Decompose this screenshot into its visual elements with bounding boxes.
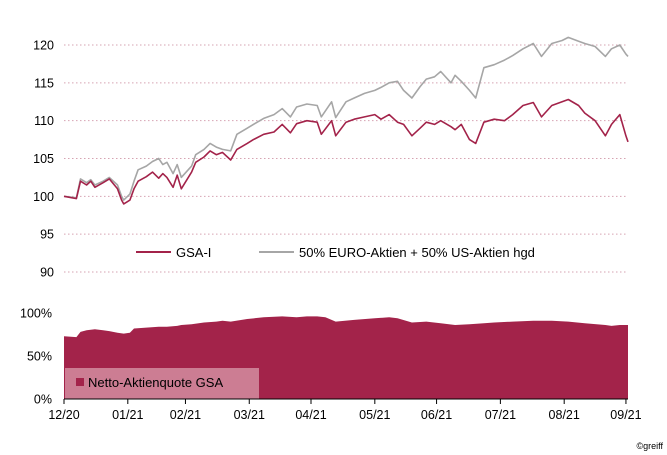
y-tick-100: 100 <box>33 190 54 204</box>
legend-box <box>65 368 259 399</box>
top-gridlines <box>64 44 628 273</box>
y-tick-110: 110 <box>34 114 54 128</box>
y-tick-50-pct: 50% <box>27 350 52 364</box>
y-tick-115: 115 <box>34 76 54 90</box>
series-line-gsa-i <box>63 98 629 205</box>
series-line-benchmark <box>63 36 629 201</box>
copyright-label: ©greiff <box>637 441 664 451</box>
legend-swatch-equity-quota <box>76 378 84 386</box>
legend-label-benchmark: 50% EURO-Aktien + 50% US-Aktien hgd <box>299 245 535 260</box>
x-tick-label: 08/21 <box>549 408 580 422</box>
bottom-y-axis-ticks: 0% 50% 100% <box>20 307 52 407</box>
x-tick-label: 06/21 <box>421 408 452 422</box>
x-tick-label: 05/21 <box>359 408 390 422</box>
y-tick-100-pct: 100% <box>20 307 52 321</box>
x-tick-label: 09/21 <box>610 408 641 422</box>
x-tick-label: 04/21 <box>295 408 326 422</box>
top-series-lines <box>63 36 629 205</box>
bottom-legend: Netto-Aktienquote GSA <box>65 368 259 399</box>
x-tick-label: 01/21 <box>112 408 143 422</box>
top-y-axis-ticks: 90 95 100 105 110 115 120 <box>33 39 54 280</box>
y-tick-90: 90 <box>40 266 54 280</box>
y-tick-120: 120 <box>33 39 54 53</box>
y-tick-0-pct: 0% <box>34 393 52 407</box>
y-tick-95: 95 <box>40 228 54 242</box>
y-tick-105: 105 <box>33 152 54 166</box>
x-axis-ticks: 12/20 01/21 02/21 03/21 04/21 05/21 06/21 07/21… <box>48 399 642 422</box>
x-tick-label: 07/21 <box>485 408 516 422</box>
legend-label-equity-quota: Netto-Aktienquote GSA <box>88 375 223 390</box>
x-tick-label: 02/21 <box>170 408 201 422</box>
legend-label-gsa-i: GSA-I <box>176 245 211 260</box>
top-legend: GSA-I 50% EURO-Aktien + 50% US-Aktien hg… <box>136 245 535 260</box>
x-tick-label: 12/20 <box>48 408 79 422</box>
x-tick-label: 03/21 <box>234 408 265 422</box>
